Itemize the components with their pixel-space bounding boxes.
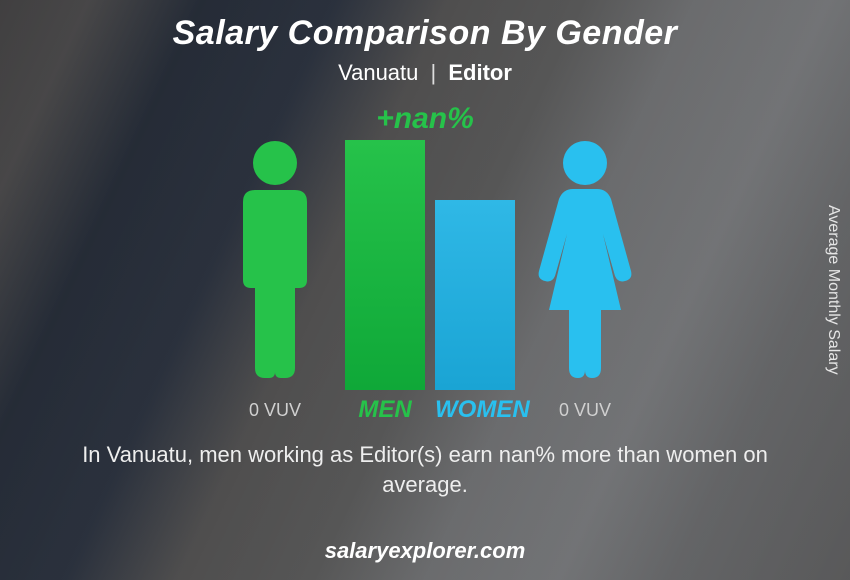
value-female: 0 VUV [535,400,635,421]
footer-source: salaryexplorer.com [0,538,850,564]
bar-female [435,200,515,390]
infographic-canvas: Salary Comparison By Gender Vanuatu | Ed… [0,0,850,580]
male-icon [225,135,325,390]
page-title: Salary Comparison By Gender [0,14,850,53]
value-male: 0 VUV [225,400,325,421]
caption-text: In Vanuatu, men working as Editor(s) ear… [60,440,790,499]
subtitle-country: Vanuatu [338,60,418,85]
label-men: MEN [345,396,425,424]
label-women: WOMEN [435,396,515,424]
subtitle: Vanuatu | Editor [0,60,850,86]
gender-bar-chart: +nan% MEN WOMEN 0 VUV [0,100,850,430]
female-icon [535,135,635,390]
delta-label: +nan% [0,102,850,136]
subtitle-separator: | [425,60,443,85]
bar-male [345,140,425,390]
subtitle-job: Editor [448,60,512,85]
